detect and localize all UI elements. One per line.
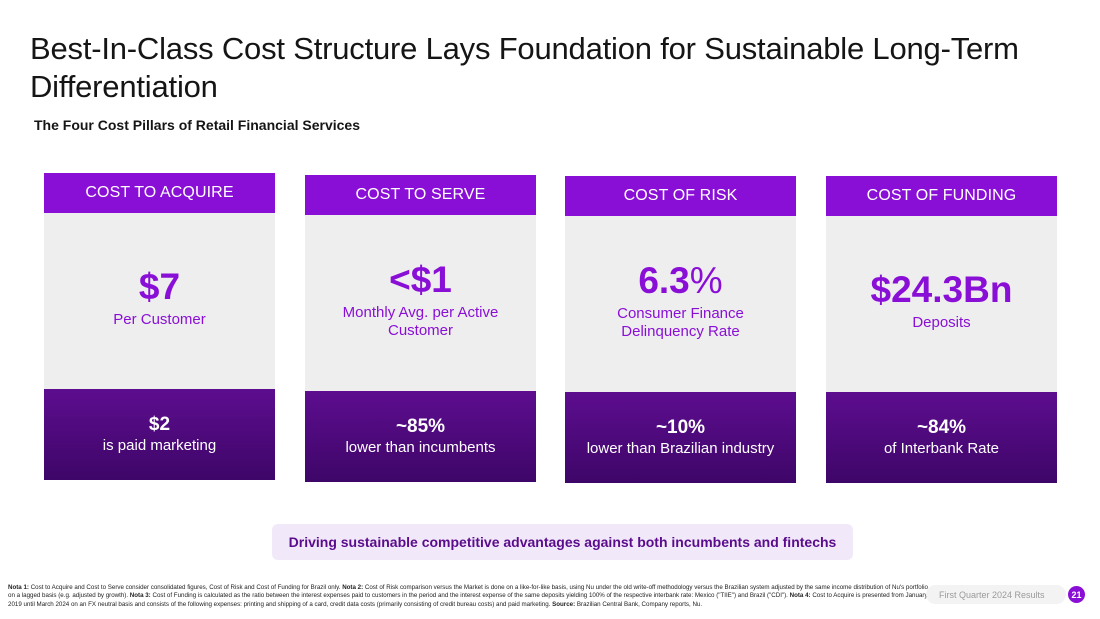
pillar-footer: ~10% lower than Brazilian industry: [565, 392, 796, 483]
pillar-footer-value: ~10%: [655, 416, 706, 438]
pillar-description: Per Customer: [113, 311, 206, 328]
pillar-description: Monthly Avg. per Active Customer: [342, 304, 499, 339]
pillar-value-suffix: %: [689, 260, 723, 301]
pillar-footer-text: lower than incumbents: [345, 438, 496, 456]
pillar-footer-value: $2: [148, 413, 171, 435]
page-subtitle: The Four Cost Pillars of Retail Financia…: [34, 117, 360, 133]
key-message-banner: Driving sustainable competitive advantag…: [272, 524, 853, 560]
pillar-header: COST TO ACQUIRE: [44, 173, 275, 213]
pillar-value-number: $7: [138, 266, 181, 307]
pillar-value: 6.3%: [638, 259, 722, 303]
pillar-footer-text: lower than Brazilian industry: [586, 439, 775, 457]
pillar-footer: $2 is paid marketing: [44, 389, 275, 480]
pillar-value-number: <$1: [389, 259, 452, 300]
footer-report-label: First Quarter 2024 Results: [926, 585, 1066, 604]
pillar-footer: ~85% lower than incumbents: [305, 391, 536, 482]
note-label: Nota 4:: [789, 592, 811, 600]
pillar-value-number: $24.3Bn: [870, 269, 1013, 310]
source-label: Source:: [552, 600, 576, 608]
pillar-footer: ~84% of Interbank Rate: [826, 392, 1057, 483]
note-label: Nota 2:: [342, 584, 364, 591]
pillar-value: $24.3Bn: [871, 268, 1013, 312]
pillar-description: Deposits: [912, 314, 971, 331]
pillar-body: $24.3Bn Deposits: [826, 216, 1057, 392]
pillar-value-number: 6.3: [638, 260, 690, 301]
page-title: Best-In-Class Cost Structure Lays Founda…: [30, 31, 1019, 104]
pillar-body: 6.3% Consumer Finance Delinquency Rate: [565, 216, 796, 392]
pillar-body: <$1 Monthly Avg. per Active Customer: [305, 215, 536, 391]
pillar-header: COST OF FUNDING: [826, 176, 1057, 216]
pillar-header: COST OF RISK: [565, 176, 796, 216]
pillar-footer-text: of Interbank Rate: [883, 439, 1000, 457]
pillar-footer-value: ~85%: [395, 415, 446, 437]
note-text: Cost of Funding is calculated as the rat…: [150, 592, 790, 600]
pillar-value: $7: [139, 265, 180, 309]
pillar-header: COST TO SERVE: [305, 175, 536, 215]
note-label: Nota 1:: [8, 584, 29, 591]
pillar-description: Consumer Finance Delinquency Rate: [617, 305, 744, 340]
pillar-cost-to-serve: COST TO SERVE <$1 Monthly Avg. per Activ…: [305, 175, 536, 482]
note-text: Cost to Acquire and Cost to Serve consid…: [28, 584, 343, 591]
pillar-footer-value: ~84%: [916, 416, 967, 438]
pillar-cost-to-acquire: COST TO ACQUIRE $7 Per Customer $2 is pa…: [44, 173, 275, 480]
page-number-badge: 21: [1068, 586, 1085, 603]
pillar-cost-of-risk: COST OF RISK 6.3% Consumer Finance Delin…: [565, 176, 796, 483]
footnotes: Nota 1: Cost to Acquire and Cost to Serv…: [8, 584, 928, 609]
pillar-value: <$1: [389, 258, 452, 302]
note-text: Cost to Acquire is presented from Januar…: [8, 592, 928, 608]
note-label: Nota 3:: [129, 592, 151, 600]
pillar-footer-text: is paid marketing: [102, 436, 217, 454]
pillar-cost-of-funding: COST OF FUNDING $24.3Bn Deposits ~84% of…: [826, 176, 1057, 483]
source-text: Brazilian Central Bank, Company reports,…: [575, 600, 703, 608]
pillar-body: $7 Per Customer: [44, 213, 275, 389]
note-text: Cost of Risk comparison versus the Marke…: [8, 584, 928, 600]
